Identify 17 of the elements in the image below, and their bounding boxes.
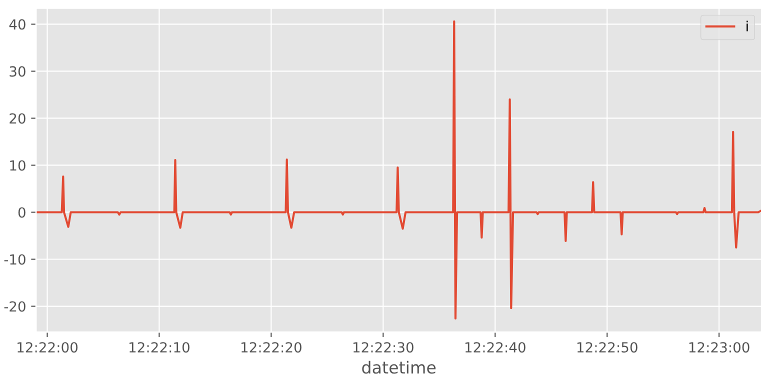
y-tick-label: -10	[4, 254, 26, 265]
y-tick-label: 20	[10, 113, 26, 124]
x-tick-label: 12:22:40	[465, 342, 526, 353]
x-tick-label: 12:22:20	[242, 342, 302, 353]
x-tick-label: 12:22:00	[18, 342, 78, 353]
y-tick-label: 10	[10, 160, 26, 171]
x-axis-title: datetime	[362, 360, 436, 374]
y-tick-label: 30	[10, 66, 26, 77]
legend-label: i	[746, 20, 748, 32]
x-tick-label: 12:22:50	[577, 342, 638, 353]
y-tick-label: 0	[18, 207, 26, 218]
x-tick-label: 12:23:00	[689, 342, 750, 353]
y-tick-label: -20	[4, 301, 26, 312]
y-tick-label: 40	[9, 19, 26, 30]
x-tick-label: 12:22:10	[130, 342, 190, 353]
x-tick-label: 12:22:30	[353, 342, 414, 353]
line-series	[36, 20, 762, 320]
